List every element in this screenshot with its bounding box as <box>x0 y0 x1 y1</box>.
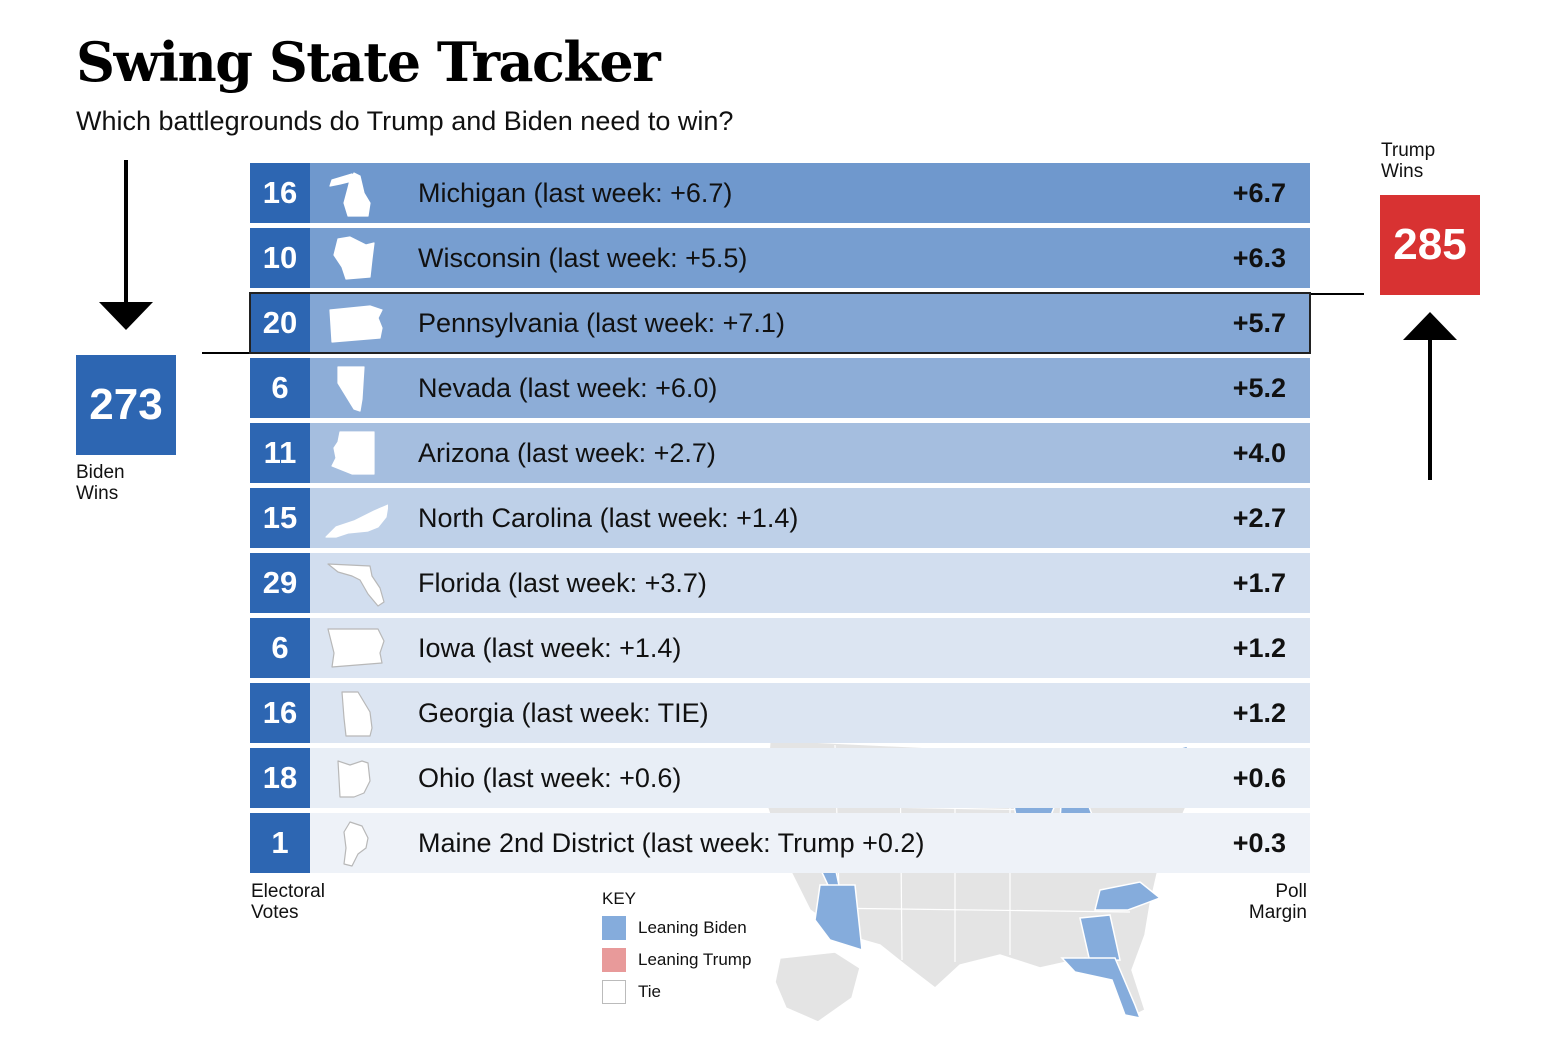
key-swatch-trump <box>602 948 626 972</box>
table-row: 6 Nevada (last week: +6.0) +5.2 <box>250 358 1310 418</box>
georgia-icon <box>310 683 402 743</box>
poll-margin-cell: +6.3 <box>1232 242 1286 273</box>
trump-arrow-head <box>1403 312 1457 340</box>
state-name-cell: Ohio (last week: +0.6) <box>418 762 682 793</box>
biden-wins-label: Biden Wins <box>76 462 125 504</box>
nevada-icon <box>310 358 402 418</box>
electoral-votes-cell: 1 <box>250 813 310 873</box>
maine-icon <box>310 813 402 873</box>
chart-subtitle: Which battlegrounds do Trump and Biden n… <box>76 106 734 136</box>
electoral-votes-cell: 11 <box>250 423 310 483</box>
table-row: 10 Wisconsin (last week: +5.5) +6.3 <box>250 228 1310 288</box>
poll-margin-axis-label: Poll Margin <box>1248 881 1307 923</box>
state-name-cell: Maine 2nd District (last week: Trump +0.… <box>418 827 925 858</box>
table-row: 20 Pennsylvania (last week: +7.1) +5.7 <box>249 292 1311 354</box>
electoral-votes-axis-label: Electoral Votes <box>251 881 325 923</box>
electoral-votes-cell: 16 <box>250 163 310 223</box>
electoral-votes-cell: 16 <box>250 683 310 743</box>
state-name-cell: Pennsylvania (last week: +7.1) <box>418 307 785 338</box>
table-row: 15 North Carolina (last week: +1.4) +2.7 <box>250 488 1310 548</box>
table-row: 29 Florida (last week: +3.7) +1.7 <box>250 553 1310 613</box>
state-name-cell: Arizona (last week: +2.7) <box>418 437 716 468</box>
state-name-cell: Wisconsin (last week: +5.5) <box>418 242 748 273</box>
key-label: Leaning Trump <box>638 950 752 969</box>
pennsylvania-icon <box>310 293 402 353</box>
electoral-votes-cell: 6 <box>250 618 310 678</box>
key-item-leaning-trump: Leaning Trump <box>602 948 751 972</box>
florida-icon <box>310 553 402 613</box>
key-swatch-tie <box>602 980 626 1004</box>
iowa-icon <box>310 618 402 678</box>
ohio-icon <box>310 748 402 808</box>
state-name-cell: Michigan (last week: +6.7) <box>418 177 733 208</box>
biden-arrow-shaft <box>124 160 128 308</box>
state-name-cell: Iowa (last week: +1.4) <box>418 632 682 663</box>
biden-threshold-line <box>202 352 250 354</box>
swing-state-table: 16 Michigan (last week: +6.7) +6.7 10 Wiscon… <box>249 163 1311 878</box>
table-row: 1 Maine 2nd District (last week: Trump +0… <box>250 813 1310 873</box>
electoral-votes-cell: 18 <box>250 748 310 808</box>
poll-margin-cell: +1.2 <box>1232 632 1286 663</box>
key-label: Tie <box>638 982 661 1001</box>
trump-wins-label: Trump Wins <box>1381 140 1436 182</box>
poll-margin-cell: +4.0 <box>1232 437 1286 468</box>
electoral-votes-cell: 10 <box>250 228 310 288</box>
poll-margin-cell: +0.6 <box>1232 762 1286 793</box>
poll-margin-cell: +5.7 <box>1232 307 1286 338</box>
michigan-icon <box>310 163 402 223</box>
state-name-cell: Nevada (last week: +6.0) <box>418 372 718 403</box>
trump-threshold-line <box>1310 293 1364 295</box>
table-row: 16 Georgia (last week: TIE) +1.2 <box>250 683 1310 743</box>
trump-total-badge: 285 <box>1380 195 1480 295</box>
table-row: 18 Ohio (last week: +0.6) +0.6 <box>250 748 1310 808</box>
poll-margin-cell: +6.7 <box>1232 177 1286 208</box>
poll-margin-cell: +1.7 <box>1232 567 1286 598</box>
poll-margin-cell: +2.7 <box>1232 502 1286 533</box>
poll-margin-cell: +5.2 <box>1232 372 1286 403</box>
biden-arrow-head <box>99 302 153 330</box>
trump-arrow-shaft <box>1428 338 1432 480</box>
key-item-leaning-biden: Leaning Biden <box>602 916 747 940</box>
arizona-icon <box>310 423 402 483</box>
key-item-tie: Tie <box>602 980 661 1004</box>
biden-total-badge: 273 <box>76 355 176 455</box>
key-title: KEY <box>602 889 637 908</box>
table-row: 16 Michigan (last week: +6.7) +6.7 <box>250 163 1310 223</box>
poll-margin-cell: +0.3 <box>1232 827 1286 858</box>
electoral-votes-cell: 20 <box>250 293 310 353</box>
key-label: Leaning Biden <box>638 918 747 937</box>
table-row: 6 Iowa (last week: +1.4) +1.2 <box>250 618 1310 678</box>
chart-title: Swing State Tracker <box>76 30 661 94</box>
electoral-votes-cell: 29 <box>250 553 310 613</box>
wisconsin-icon <box>310 228 402 288</box>
electoral-votes-cell: 6 <box>250 358 310 418</box>
key-swatch-biden <box>602 916 626 940</box>
state-name-cell: North Carolina (last week: +1.4) <box>418 502 799 533</box>
table-row: 11 Arizona (last week: +2.7) +4.0 <box>250 423 1310 483</box>
poll-margin-cell: +1.2 <box>1232 697 1286 728</box>
state-name-cell: Georgia (last week: TIE) <box>418 697 709 728</box>
electoral-votes-cell: 15 <box>250 488 310 548</box>
state-name-cell: Florida (last week: +3.7) <box>418 567 707 598</box>
north-carolina-icon <box>310 488 402 548</box>
